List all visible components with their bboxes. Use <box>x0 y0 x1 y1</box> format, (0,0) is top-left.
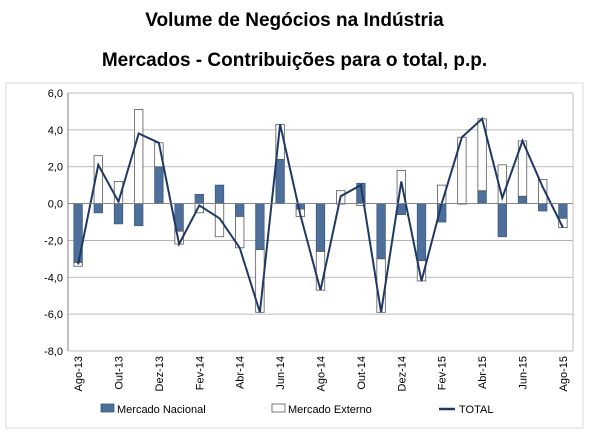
bar-mercado-nacional <box>315 203 326 252</box>
x-tick-label: Ago-14 <box>316 356 328 391</box>
y-tick-label: -2,0 <box>44 235 63 247</box>
y-tick-label: -6,0 <box>44 309 63 321</box>
y-tick-label: 2,0 <box>48 162 63 174</box>
bar-mercado-nacional <box>497 203 507 238</box>
bar-mercado-nacional <box>275 158 285 204</box>
bar-mercado-nacional <box>134 203 144 227</box>
x-tick-label: Abr-14 <box>235 356 247 389</box>
y-tick-label: -8,0 <box>44 346 63 358</box>
x-tick-label: Jun-15 <box>518 356 530 390</box>
bar-mercado-nacional <box>416 203 427 262</box>
legend-mercado-externo-label: Mercado Externo <box>288 404 372 416</box>
bar-mercado-nacional <box>376 203 386 260</box>
x-tick-label: Fev-15 <box>437 356 449 390</box>
y-tick-label: 6,0 <box>48 88 63 100</box>
x-tick-label: Abr-15 <box>477 356 489 389</box>
bar-mercado-nacional <box>194 193 204 204</box>
legend-mercado-nacional-label: Mercado Nacional <box>117 404 206 416</box>
x-tick-label: Jun-14 <box>275 356 287 390</box>
bar-mercado-externo <box>315 251 326 291</box>
legend-mercado-externo-swatch <box>271 403 286 413</box>
x-tick-label: Dez-14 <box>396 356 408 391</box>
y-tick-label: -4,0 <box>44 272 63 284</box>
legend-mercado-nacional-swatch <box>100 403 115 413</box>
bar-mercado-nacional <box>235 203 245 217</box>
x-tick-label: Fev-14 <box>194 356 206 390</box>
chart-frame <box>5 82 584 429</box>
bar-mercado-nacional <box>154 166 164 204</box>
bar-mercado-nacional <box>214 184 225 204</box>
bar-mercado-externo <box>134 109 144 204</box>
chart-title: Volume de Negócios na Indústria <box>145 10 444 31</box>
bar-mercado-nacional <box>113 203 124 225</box>
bar-mercado-externo <box>376 258 386 313</box>
x-tick-label: Out-14 <box>356 356 368 390</box>
bar-mercado-nacional <box>93 203 103 214</box>
y-tick-label: 0,0 <box>48 199 63 211</box>
bar-mercado-nacional <box>255 203 265 251</box>
x-tick-label: Dez-13 <box>154 356 166 391</box>
legend-total-label: TOTAL <box>459 404 493 416</box>
x-tick-label: Ago-15 <box>558 356 570 391</box>
y-tick-label: 4,0 <box>48 125 63 137</box>
bar-mercado-nacional <box>517 195 528 204</box>
chart-subtitle: Mercados - Contribuições para o total, p… <box>101 50 488 71</box>
x-tick-label: Out-13 <box>114 356 126 390</box>
bar-mercado-nacional <box>558 203 568 219</box>
x-tick-label: Ago-13 <box>73 356 85 391</box>
bar-mercado-externo <box>214 203 225 238</box>
bar-mercado-nacional <box>477 190 487 204</box>
bar-mercado-nacional <box>538 203 548 212</box>
